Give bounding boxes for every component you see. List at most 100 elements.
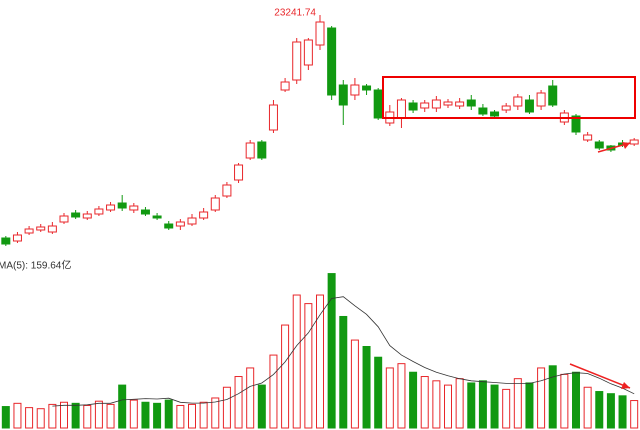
- candle-body: [629, 139, 639, 145]
- volume-bar: [269, 354, 278, 429]
- volume-bar: [25, 407, 34, 429]
- volume-bar: [374, 356, 383, 429]
- volume-bar: [118, 384, 127, 429]
- volume-bar: [257, 384, 266, 429]
- volume-bar: [606, 393, 615, 429]
- peak-label: 23241.74: [274, 8, 316, 19]
- volume-bar: [350, 339, 359, 429]
- volume-bar: [490, 384, 499, 429]
- volume-bar: [432, 380, 441, 429]
- volume-bar: [141, 401, 150, 429]
- candle-body: [350, 84, 360, 96]
- plot-area: 23241.74: [1, 8, 639, 429]
- candle-body: [396, 99, 406, 119]
- candle-body: [71, 212, 81, 218]
- volume-bar: [13, 402, 22, 429]
- candle-body: [164, 223, 174, 229]
- candle-body: [280, 81, 290, 91]
- volume-bar: [106, 403, 115, 429]
- volume-bar: [71, 402, 80, 429]
- candle-body: [455, 101, 465, 107]
- candle-body: [234, 164, 244, 181]
- trend-arrow: [569, 363, 631, 389]
- volume-bar: [572, 371, 580, 429]
- volume-bar: [548, 365, 557, 429]
- volume-bar: [60, 401, 68, 429]
- volume-bar: [525, 382, 534, 429]
- candle-body: [82, 213, 92, 219]
- volume-bar: [560, 373, 569, 429]
- volume-bar: [83, 404, 92, 429]
- volume-bar: [292, 294, 301, 429]
- volume-bar: [630, 400, 639, 429]
- volume-bar: [455, 378, 464, 429]
- candle-body: [490, 111, 500, 117]
- volume-bar: [1, 406, 10, 429]
- candle-body: [478, 107, 488, 115]
- candle-body: [117, 202, 127, 209]
- volume-bar: [281, 324, 290, 429]
- volume-bar: [316, 294, 324, 429]
- candle-body: [199, 211, 209, 219]
- volume-bar: [513, 378, 522, 429]
- highlight-box: [382, 76, 636, 119]
- candle-body: [12, 234, 22, 242]
- volume-bar: [595, 391, 604, 429]
- candle-body: [303, 39, 313, 66]
- volume-bar: [153, 402, 162, 429]
- candle-body: [36, 226, 46, 231]
- volume-bar: [48, 403, 57, 429]
- candle-body: [268, 104, 278, 131]
- volume-bar: [234, 376, 243, 429]
- candle-body: [129, 205, 139, 211]
- candle-body: [257, 141, 267, 159]
- candle-body: [501, 105, 511, 111]
- candle-body: [373, 89, 383, 119]
- arrow-head: [621, 382, 630, 389]
- candle-body: [24, 228, 34, 234]
- volume-bar: [409, 371, 418, 429]
- volume-bar: [176, 404, 185, 429]
- candle-body: [420, 102, 430, 109]
- volume-bar: [164, 399, 173, 429]
- candle-body: [408, 102, 418, 111]
- volume-bar: [327, 273, 336, 429]
- candle-body: [594, 141, 604, 149]
- candle-body: [106, 204, 116, 211]
- candle-body: [362, 85, 372, 91]
- candle-body: [443, 101, 453, 106]
- volume-bar: [420, 376, 429, 429]
- volume-bar: [246, 367, 255, 429]
- volume-bar: [467, 382, 476, 429]
- volume-bar: [222, 386, 231, 429]
- volume-bar: [537, 367, 546, 429]
- volume-bar: [129, 399, 138, 429]
- volume-bar: [362, 346, 371, 429]
- volume-bar: [211, 397, 220, 429]
- volume-bar: [339, 315, 348, 429]
- candle-body: [47, 225, 57, 233]
- candle-body: [152, 215, 162, 219]
- volume-bar: [444, 384, 452, 429]
- candle-body: [536, 92, 546, 107]
- volume-label: MA(5): 159.64亿: [0, 259, 71, 272]
- volume-bar: [199, 401, 208, 429]
- candle-body: [548, 85, 558, 106]
- candle-body: [327, 27, 337, 96]
- volume-bar: [397, 363, 406, 429]
- volume-bar: [502, 388, 511, 429]
- candle-body: [524, 99, 534, 113]
- candle-body: [187, 217, 197, 225]
- candle-body: [513, 96, 523, 107]
- candle-body: [140, 209, 150, 215]
- volume-bar: [583, 386, 592, 429]
- candle-body: [338, 84, 348, 106]
- candle-body: [431, 99, 441, 109]
- candle-body: [94, 208, 104, 215]
- candle-body: [466, 99, 476, 107]
- candle-body: [59, 215, 69, 223]
- volume-bar: [304, 303, 313, 429]
- candle-body: [175, 221, 185, 227]
